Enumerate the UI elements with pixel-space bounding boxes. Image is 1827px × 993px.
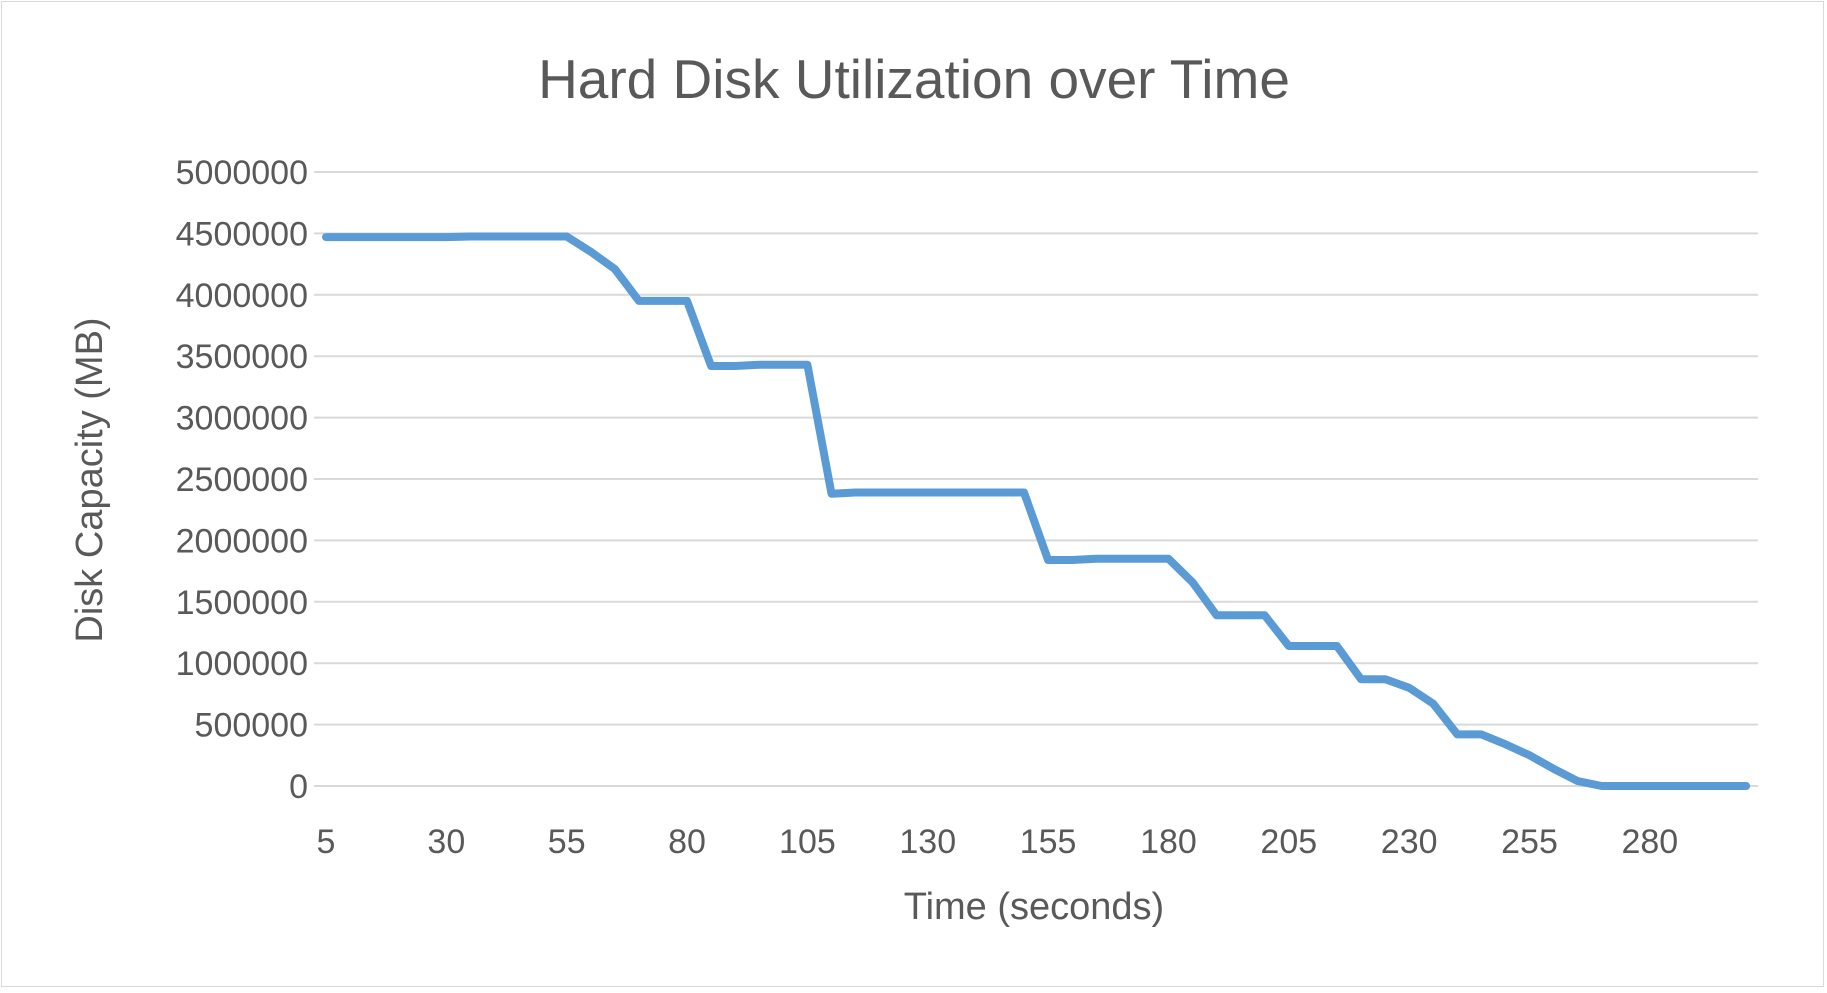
x-tick-label: 230: [1381, 823, 1438, 861]
y-tick-label: 5000000: [176, 154, 308, 192]
x-tick-label: 180: [1140, 823, 1197, 861]
y-tick-label: 2000000: [176, 522, 308, 560]
x-tick-label: 155: [1020, 823, 1077, 861]
x-tick-label: 5: [317, 823, 336, 861]
y-tick-label: 4000000: [176, 277, 308, 315]
x-tick-label: 255: [1501, 823, 1558, 861]
series-layer: [322, 232, 1751, 790]
x-axis-ticks: 5 30 55 80 105 130 155 180 205 230 255 280: [317, 823, 1679, 861]
y-tick-label: 3500000: [176, 338, 308, 376]
series-line-0: [322, 232, 1751, 790]
x-tick-label: 280: [1621, 823, 1678, 861]
x-tick-label: 105: [779, 823, 836, 861]
y-tick-label: 0: [289, 768, 308, 806]
y-tick-label: 1500000: [176, 584, 308, 622]
y-tick-label: 4500000: [176, 215, 308, 253]
x-tick-label: 205: [1260, 823, 1317, 861]
x-tick-label: 80: [668, 823, 706, 861]
y-axis-ticks: 0 500000 1000000 1500000 2000000 2500000 30000…: [176, 154, 308, 806]
y-tick-label: 500000: [195, 707, 308, 745]
x-tick-label: 30: [427, 823, 465, 861]
y-tick-label: 2500000: [176, 461, 308, 499]
y-axis-title: Disk Capacity (MB): [69, 317, 111, 642]
y-tick-label: 3000000: [176, 400, 308, 438]
x-tick-label: 55: [548, 823, 586, 861]
x-axis-title: Time (seconds): [904, 886, 1164, 928]
y-tick-label: 1000000: [176, 645, 308, 683]
chart-title: Hard Disk Utilization over Time: [538, 48, 1290, 110]
gridlines: [314, 171, 1758, 787]
x-tick-label: 130: [899, 823, 956, 861]
